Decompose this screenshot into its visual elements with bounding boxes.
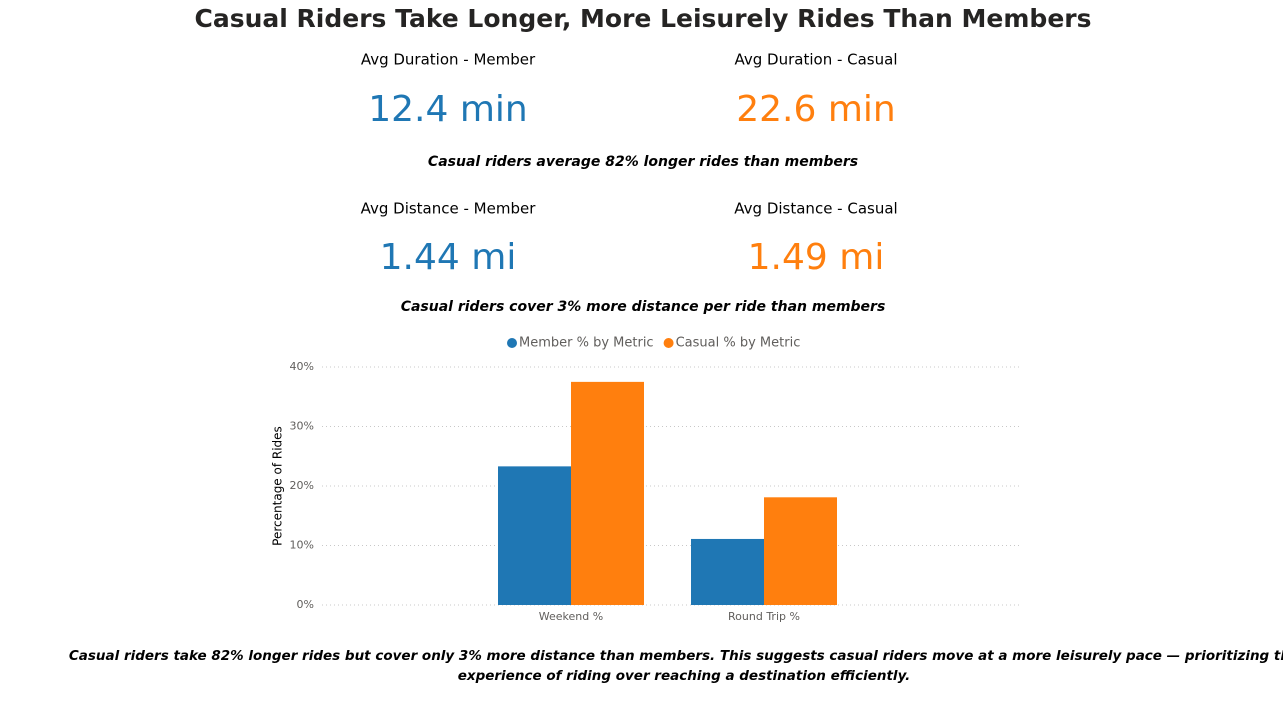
bar [571,381,644,605]
kpi-note: Casual riders cover 3% more distance per… [401,299,886,315]
footer-text: experience of riding over reaching a des… [458,668,911,684]
y-tick-label: 40% [290,360,314,373]
kpi-label: Avg Duration - Member [361,51,536,69]
x-tick-label: Round Trip % [728,610,800,623]
y-tick-label: 30% [290,420,314,433]
y-axis-title: Percentage of Rides [271,426,285,546]
footer-text: Casual riders take 82% longer rides but … [69,648,1283,664]
kpi-label: Avg Distance - Member [361,200,537,218]
kpi-label: Avg Distance - Casual [734,200,897,218]
bar [691,538,764,605]
kpi-value: 1.44 mi [380,237,517,278]
title: Casual Riders Take Longer, More Leisurel… [195,4,1092,33]
y-tick-label: 0% [297,598,314,611]
y-tick-label: 20% [290,479,314,492]
x-tick-label: Weekend % [539,610,603,623]
kpi-note: Casual riders average 82% longer rides t… [428,154,858,170]
legend-label: Member % by Metric [519,336,654,351]
bar [498,466,571,605]
y-tick-label: 10% [290,539,314,552]
kpi-value: 12.4 min [368,89,528,130]
legend-label: Casual % by Metric [676,336,801,351]
kpi-label: Avg Duration - Casual [735,51,898,69]
legend-marker [507,338,517,348]
bar [764,497,837,605]
kpi-value: 22.6 min [736,89,896,130]
legend-marker [663,338,674,348]
kpi-value: 1.49 mi [748,237,885,278]
